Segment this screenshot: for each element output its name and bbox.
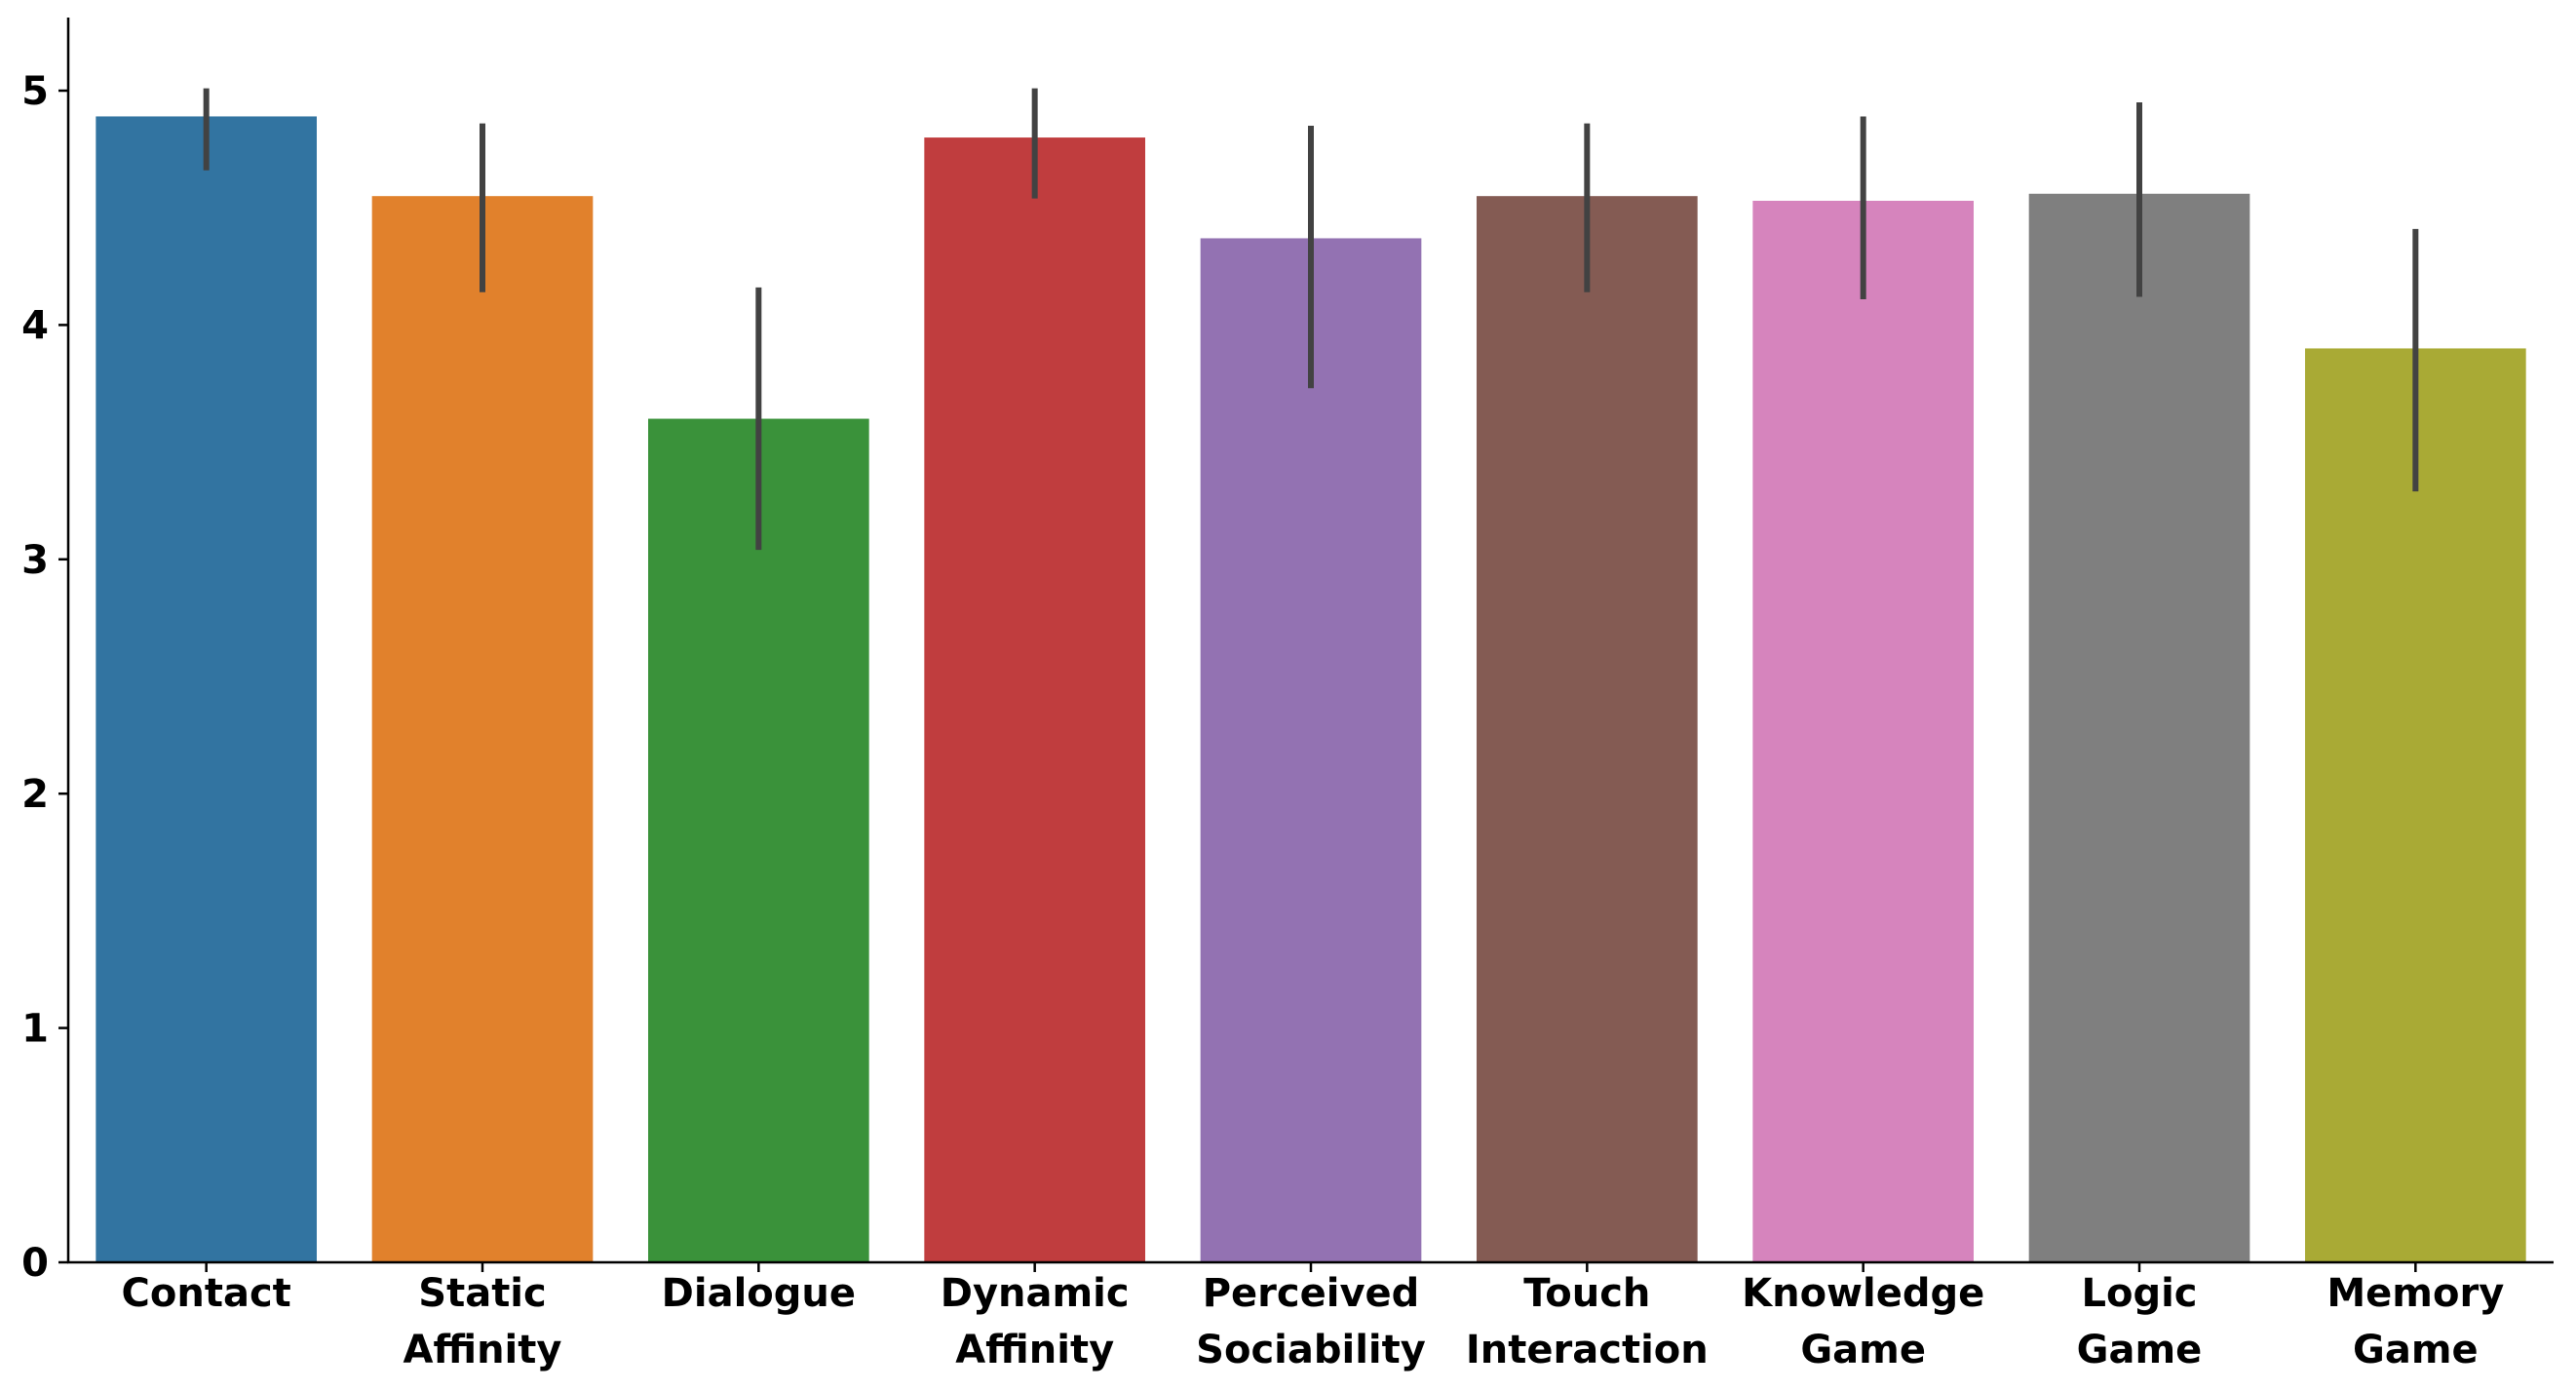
- x-tick-label: Contact: [122, 1271, 291, 1316]
- x-tick-label: Affinity: [404, 1328, 562, 1372]
- x-tick-label: Game: [1800, 1328, 1926, 1372]
- bar: [2028, 193, 2250, 1262]
- bar: [371, 196, 594, 1263]
- x-tick-label: Touch: [1523, 1271, 1650, 1316]
- y-tick-label: 4: [21, 303, 49, 348]
- x-tick-label: Game: [2077, 1328, 2203, 1372]
- x-tick-label: Dynamic: [941, 1271, 1130, 1316]
- y-tick-label: 0: [21, 1241, 49, 1286]
- y-tick-label: 3: [21, 538, 49, 583]
- y-tick-label: 5: [21, 69, 49, 114]
- x-tick-label: Logic: [2081, 1271, 2197, 1316]
- x-tick-label: Affinity: [955, 1328, 1114, 1372]
- x-tick-label: Memory: [2326, 1271, 2504, 1316]
- bar: [96, 116, 317, 1263]
- y-ticks-group: 0 1 2 3 4 5: [21, 69, 68, 1286]
- bars-group: [96, 116, 2526, 1263]
- y-tick-label: 2: [21, 772, 49, 817]
- y-tick-label: 1: [21, 1007, 49, 1052]
- bar: [1200, 238, 1422, 1262]
- bar: [648, 418, 869, 1262]
- error-bars-group: [203, 88, 2419, 551]
- x-tick-label: Game: [2353, 1328, 2479, 1372]
- x-tick-label: Sociability: [1196, 1328, 1426, 1372]
- bar: [924, 137, 1145, 1263]
- x-tick-label: Interaction: [1466, 1328, 1709, 1372]
- x-tick-label: Static: [418, 1271, 546, 1316]
- bar: [1477, 196, 1698, 1263]
- x-tick-label: Knowledge: [1742, 1271, 1984, 1316]
- bar: [1752, 200, 1974, 1262]
- bar: [2305, 348, 2526, 1262]
- x-tick-label: Perceived: [1203, 1271, 1420, 1316]
- x-tick-labels-group: Contact Static Affinity Dialogue Dynamic Affi…: [122, 1262, 2504, 1372]
- x-tick-label: Dialogue: [662, 1271, 856, 1316]
